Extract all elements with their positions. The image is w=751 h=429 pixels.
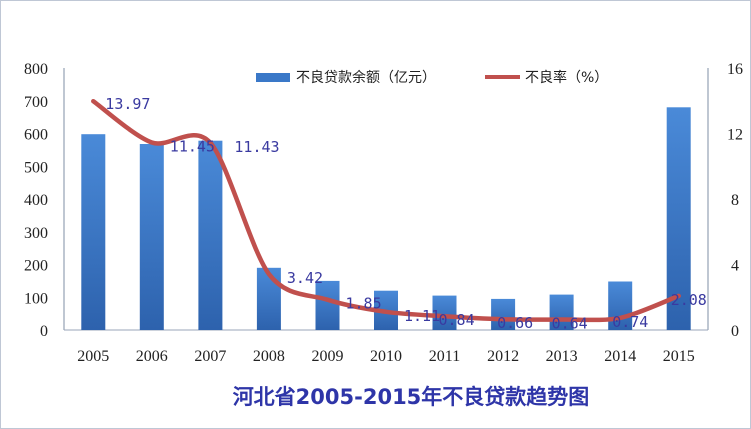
x-tick-label-2013: 2013 <box>546 348 578 365</box>
rate-label-2010: 1.11 <box>404 307 440 325</box>
left-tick-label: 700 <box>24 94 48 111</box>
bar-2008 <box>256 267 281 330</box>
left-tick-label: 600 <box>24 127 48 144</box>
rate-label-2006: 11.45 <box>170 138 215 156</box>
legend-bar-label: 不良贷款余额（亿元） <box>296 69 436 86</box>
left-tick-label: 200 <box>24 258 48 275</box>
x-tick-label-2011: 2011 <box>429 348 460 365</box>
rate-label-2011: 0.84 <box>439 311 475 329</box>
left-tick-label: 800 <box>24 61 48 78</box>
bar-2015 <box>666 107 691 330</box>
right-tick-label: 0 <box>731 323 739 340</box>
left-tick-label: 100 <box>24 290 48 307</box>
rate-label-2012: 0.66 <box>497 314 533 332</box>
rate-label-2014: 0.74 <box>612 313 648 331</box>
legend: 不良贷款余额（亿元） 不良率（%） <box>256 69 608 86</box>
legend-bar-swatch <box>256 73 290 82</box>
left-tick-label: 400 <box>24 192 48 209</box>
x-tick-label-2012: 2012 <box>487 348 519 365</box>
left-tick-label: 300 <box>24 225 48 242</box>
x-tick-label-2015: 2015 <box>663 348 695 365</box>
rate-label-2009: 1.85 <box>346 295 382 313</box>
rate-line <box>91 98 681 323</box>
x-tick-label-2007: 2007 <box>194 348 226 365</box>
left-tick-label: 500 <box>24 159 48 176</box>
rate-label-2013: 0.64 <box>552 315 588 333</box>
legend-line-label: 不良率（%） <box>525 69 608 86</box>
rate-label-2008: 3.42 <box>287 269 323 287</box>
x-axis-ticks: 2005 2006 2007 2008 2009 2010 2011 2012 2013 2014… <box>77 348 694 365</box>
bar-2011 <box>432 295 457 330</box>
right-tick-label: 8 <box>731 192 739 209</box>
x-tick-label-2008: 2008 <box>253 348 285 365</box>
rate-label-2007: 11.43 <box>234 138 279 156</box>
rate-label-2015: 2.08 <box>671 291 707 309</box>
line-data-labels: 13.97 11.45 11.43 3.42 1.85 1.110.84 0.66 0.64 0… <box>105 95 707 332</box>
bar-2014 <box>608 281 633 330</box>
bar-2012 <box>491 298 516 330</box>
x-tick-label-2006: 2006 <box>136 348 168 365</box>
x-tick-label-2014: 2014 <box>604 348 636 365</box>
left-tick-label: 0 <box>40 323 48 340</box>
left-axis-ticks: 0 100 200 300 400 500 600 700 800 <box>24 61 48 340</box>
bar-2005 <box>81 134 106 330</box>
right-tick-label: 4 <box>731 258 739 275</box>
x-tick-label-2005: 2005 <box>77 348 109 365</box>
bar-2006 <box>139 144 164 330</box>
bar-2009 <box>315 280 340 330</box>
bar-2013 <box>549 294 574 330</box>
right-tick-label: 12 <box>727 127 743 144</box>
bar-2007 <box>198 140 223 330</box>
line-series <box>91 98 681 323</box>
chart-title: 河北省2005-2015年不良贷款趋势图 <box>233 385 590 409</box>
x-tick-label-2010: 2010 <box>370 348 402 365</box>
rate-label-2005: 13.97 <box>105 95 150 113</box>
right-axis-ticks: 0 4 8 12 16 <box>727 61 743 340</box>
right-tick-label: 16 <box>727 61 743 78</box>
x-tick-label-2009: 2009 <box>312 348 344 365</box>
